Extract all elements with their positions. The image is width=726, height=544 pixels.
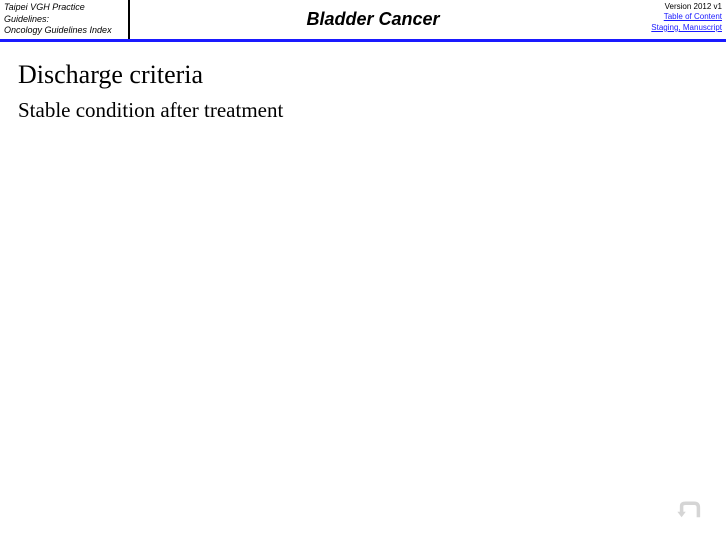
header-left-block: Taipei VGH Practice Guidelines: Oncology…: [0, 0, 130, 39]
practice-line2: Guidelines:: [4, 14, 124, 26]
oncology-index-line: Oncology Guidelines Index: [4, 25, 124, 37]
header-center-block: Bladder Cancer: [130, 0, 616, 39]
table-of-content-link[interactable]: Table of Content: [620, 12, 722, 22]
content-area: Discharge criteria Stable condition afte…: [0, 42, 726, 141]
back-return-icon[interactable]: [676, 500, 704, 522]
practice-line1: Taipei VGH Practice: [4, 2, 124, 14]
staging-manuscript-link[interactable]: Staging, Manuscript: [620, 23, 722, 33]
header-right-block: Version 2012 v1 Table of Content Staging…: [616, 0, 726, 39]
page-title: Bladder Cancer: [306, 9, 439, 30]
u-turn-arrow-icon: [676, 500, 704, 522]
section-heading: Discharge criteria: [18, 60, 708, 90]
section-body: Stable condition after treatment: [18, 98, 708, 123]
header-bar: Taipei VGH Practice Guidelines: Oncology…: [0, 0, 726, 42]
version-label: Version 2012 v1: [620, 2, 722, 12]
